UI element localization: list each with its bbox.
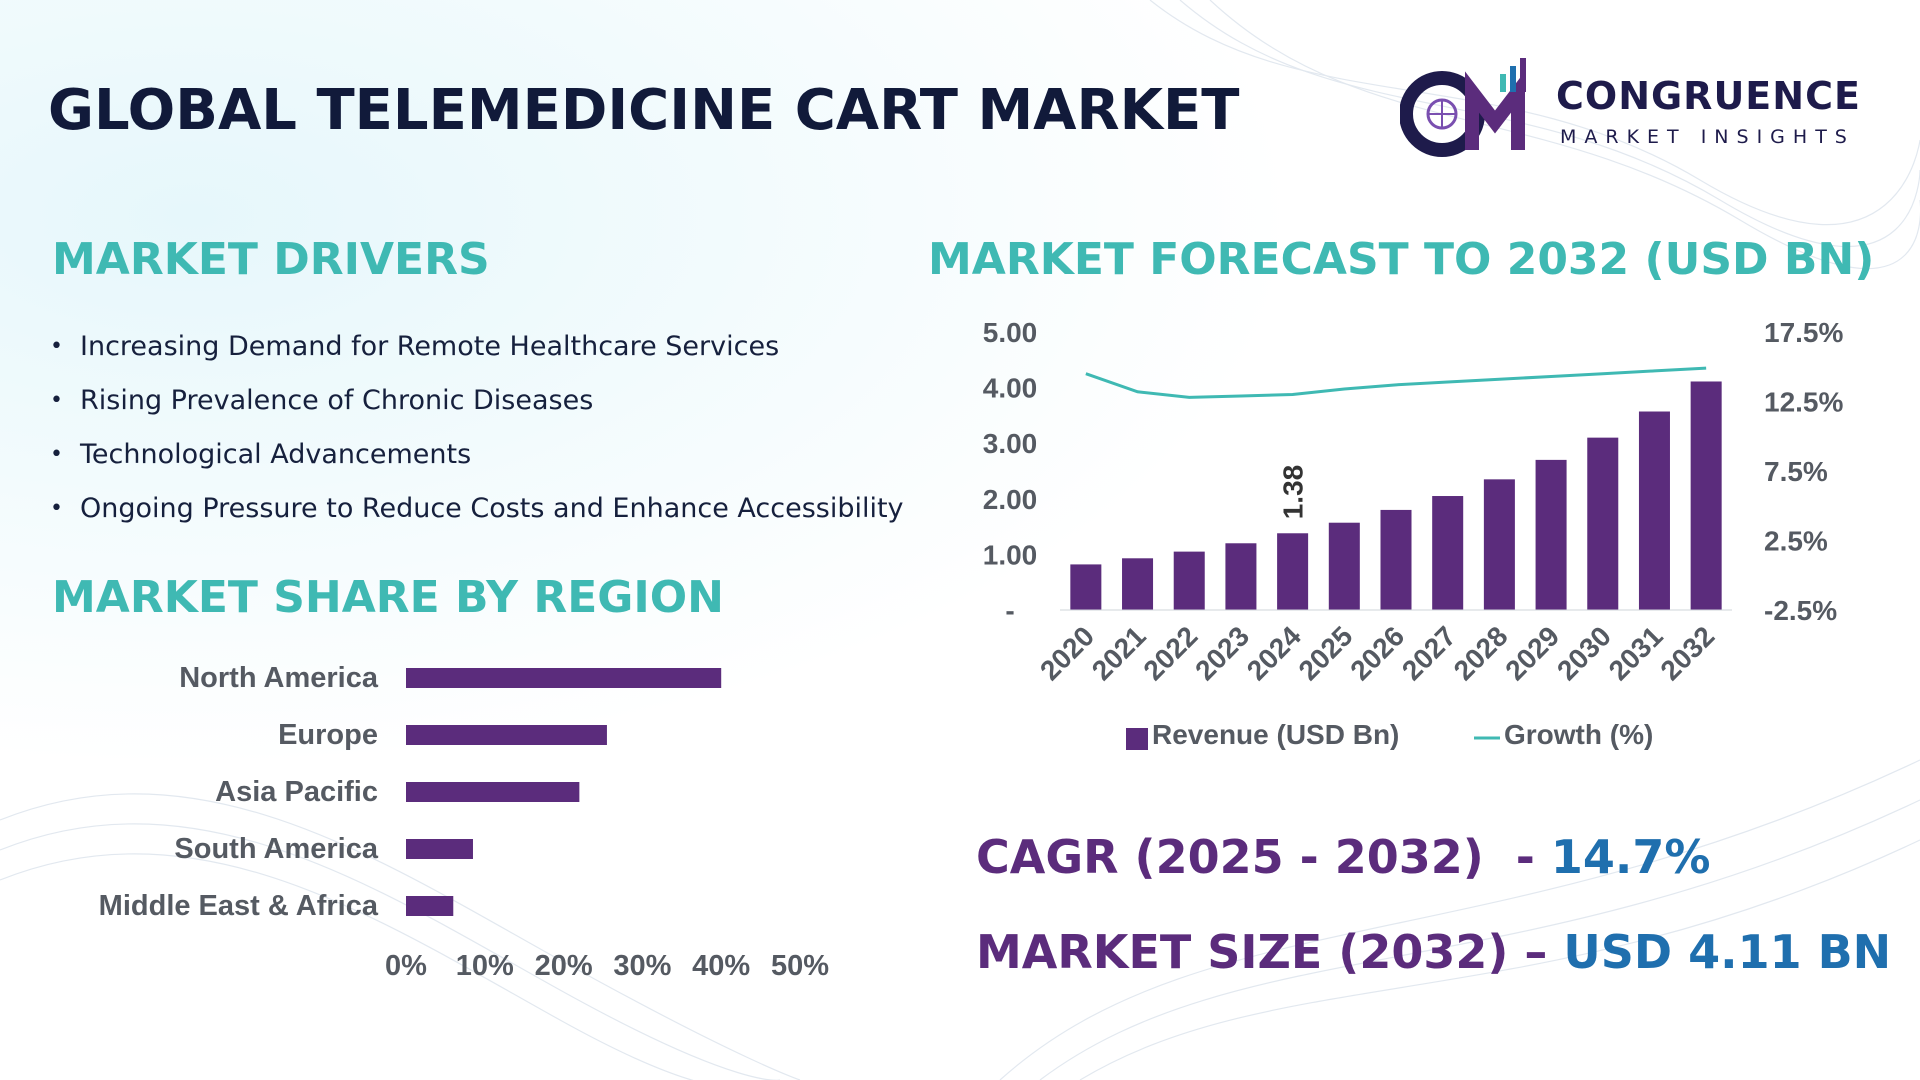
revenue-bar [1380, 509, 1412, 610]
revenue-bar [1432, 496, 1464, 610]
revenue-data-label: 1.38 [1278, 465, 1309, 519]
forecast-y-tick-right: 17.5% [1764, 317, 1843, 348]
driver-item: Technological Advancements [48, 428, 948, 482]
market-size-kpi: MARKET SIZE (2032) – USD 4.11 BN [976, 925, 1891, 979]
forecast-y-tick-right: 12.5% [1764, 387, 1843, 418]
revenue-bar [1690, 381, 1722, 610]
revenue-bar [1277, 533, 1309, 610]
region-bar [406, 725, 607, 745]
region-label: Middle East & Africa [99, 890, 379, 922]
region-label: Europe [278, 719, 378, 751]
forecast-chart: 5.00 4.00 3.00 2.00 1.00 - 17.5% 12.5% 7.5% 2.5% -… [983, 317, 1843, 750]
logo-mark-icon [1399, 58, 1526, 157]
forecast-y-tick-right: -2.5% [1764, 595, 1837, 626]
forecast-x-tick: 2025 [1293, 620, 1359, 686]
forecast-x-tick: 2032 [1654, 620, 1720, 686]
region-x-tick: 20% [535, 950, 593, 982]
driver-item: Increasing Demand for Remote Healthcare … [48, 320, 948, 374]
region-bar [406, 782, 580, 802]
forecast-y-tick-left: 4.00 [983, 373, 1038, 404]
forecast-y-tick-left: 5.00 [983, 317, 1038, 348]
legend-growth-label: Growth (%) [1504, 719, 1653, 750]
page-title: GLOBAL TELEMEDICINE CART MARKET [48, 78, 1240, 143]
region-bar [406, 839, 473, 859]
growth-line [1085, 366, 1707, 399]
drivers-title: MARKET DRIVERS [52, 234, 490, 285]
forecast-x-tick: 2028 [1448, 620, 1514, 686]
revenue-bar [1173, 551, 1205, 610]
forecast-y-tick-left: 1.00 [983, 539, 1038, 570]
region-bar [406, 668, 722, 688]
revenue-bar [1638, 411, 1670, 610]
region-share-chart: North America Europe Asia Pacific South Ame… [99, 662, 830, 982]
forecast-y-tick-left: 2.00 [983, 484, 1038, 515]
region-x-tick: 30% [613, 950, 671, 982]
revenue-bar [1328, 522, 1360, 610]
forecast-x-tick: 2030 [1551, 620, 1617, 686]
revenue-bar [1070, 564, 1102, 610]
revenue-bar [1535, 459, 1567, 610]
revenue-bar [1122, 558, 1154, 610]
legend-revenue-swatch [1126, 728, 1148, 750]
forecast-x-tick: 2029 [1499, 620, 1565, 686]
revenue-bar [1587, 437, 1619, 610]
forecast-y-tick-left: 3.00 [983, 428, 1038, 459]
forecast-x-tick: 2027 [1396, 620, 1462, 686]
forecast-title: MARKET FORECAST TO 2032 (USD BN) [928, 234, 1875, 285]
forecast-y-tick-left: - [1005, 595, 1014, 626]
forecast-y-tick-right: 7.5% [1764, 456, 1828, 487]
forecast-x-tick: 2021 [1086, 620, 1152, 686]
cagr-value: 14.7% [1550, 830, 1711, 884]
forecast-x-tick: 2024 [1241, 620, 1307, 686]
region-x-tick: 10% [456, 950, 514, 982]
driver-item: Rising Prevalence of Chronic Diseases [48, 374, 948, 428]
forecast-x-tick: 2020 [1034, 620, 1100, 686]
region-bar [406, 896, 454, 916]
cagr-label: CAGR (2025 - 2032) [976, 830, 1484, 884]
cagr-separator: - [1483, 830, 1551, 884]
region-label: Asia Pacific [215, 776, 378, 808]
region-label: North America [179, 662, 379, 694]
region-x-tick: 0% [385, 950, 427, 982]
market-size-label: MARKET SIZE (2032) – [976, 925, 1564, 979]
region-x-tick: 40% [692, 950, 750, 982]
market-size-value: USD 4.11 BN [1563, 925, 1892, 979]
region-label: South America [174, 833, 378, 865]
forecast-x-tick: 2022 [1138, 620, 1204, 686]
region-title: MARKET SHARE BY REGION [52, 572, 724, 623]
forecast-x-tick: 2023 [1189, 620, 1255, 686]
region-x-tick: 50% [771, 950, 829, 982]
logo-name: CONGRUENCE [1556, 74, 1861, 118]
driver-item: Ongoing Pressure to Reduce Costs and Enh… [48, 482, 948, 536]
revenue-bar [1483, 479, 1515, 610]
forecast-x-tick: 2026 [1344, 620, 1410, 686]
company-logo: CONGRUENCE MARKET INSIGHTS [1399, 52, 1870, 162]
logo-subtitle: MARKET INSIGHTS [1560, 126, 1855, 148]
forecast-y-tick-right: 2.5% [1764, 526, 1828, 557]
legend-revenue-label: Revenue (USD Bn) [1152, 719, 1399, 750]
cagr-kpi: CAGR (2025 - 2032) - 14.7% [976, 830, 1711, 884]
drivers-list: Increasing Demand for Remote Healthcare … [48, 320, 948, 536]
forecast-x-tick: 2031 [1603, 620, 1669, 686]
revenue-bar [1225, 543, 1257, 610]
